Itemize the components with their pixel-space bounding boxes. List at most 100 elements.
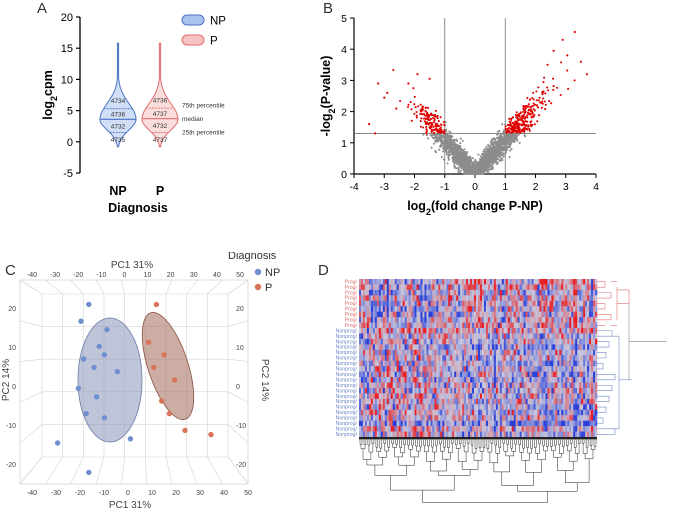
- heatmap-cell: [412, 360, 415, 367]
- point-significant: [424, 122, 428, 125]
- heatmap-cell: [398, 317, 401, 323]
- heatmap-cell: [394, 371, 397, 378]
- heatmap-cell: [364, 371, 368, 378]
- left-tick-label: -20: [6, 462, 16, 469]
- heatmap-cell: [362, 289, 366, 296]
- heatmap-cell: [583, 317, 586, 323]
- heatmap-cell: [491, 300, 495, 307]
- heatmap-cell: [468, 355, 471, 362]
- heatmap-cell: [587, 338, 590, 345]
- heatmap-cell: [523, 306, 526, 312]
- point-significant: [559, 93, 562, 97]
- heatmap-cell: [533, 328, 536, 334]
- point-nonsignificant: [496, 143, 499, 147]
- heatmap-cell: [428, 306, 431, 312]
- heatmap-cell: [420, 306, 423, 312]
- heatmap-cell: [420, 322, 423, 329]
- heatmap-cell: [587, 360, 590, 367]
- heatmap-cell: [513, 300, 516, 307]
- heatmap-cell: [571, 295, 574, 302]
- heatmap-cell: [448, 306, 451, 312]
- point-significant: [421, 113, 424, 116]
- heatmap-cell: [561, 289, 564, 296]
- point-nonsignificant: [496, 161, 499, 164]
- heatmap-cell: [569, 322, 572, 329]
- point-significant: [437, 120, 440, 123]
- heatmap-cell: [563, 289, 566, 296]
- heatmap-cell: [374, 360, 378, 367]
- heatmap-cell: [434, 338, 437, 345]
- heatmap-cell: [533, 295, 536, 302]
- heatmap-cell: [442, 366, 445, 372]
- point-significant: [433, 119, 436, 122]
- heatmap-cell: [370, 344, 374, 351]
- heatmap-cell: [487, 333, 491, 340]
- point-nonsignificant: [483, 151, 486, 154]
- heatmap-cell: [466, 300, 469, 307]
- heatmap-cell: [553, 349, 556, 356]
- top-tick-label: -10: [96, 272, 106, 279]
- point-significant: [523, 109, 526, 112]
- heatmap-cell: [591, 338, 594, 345]
- point-significant: [537, 99, 540, 102]
- heatmap-cell: [561, 371, 564, 378]
- pca-point-P: [182, 427, 188, 434]
- heatmap-cell: [374, 377, 378, 383]
- heatmap-cell: [474, 355, 477, 362]
- heatmap-cell: [462, 317, 465, 323]
- heatmap-cell: [535, 295, 538, 302]
- heatmap-cell: [360, 328, 364, 334]
- heatmap-cell: [587, 349, 590, 356]
- heatmap-cell: [595, 360, 598, 367]
- heatmap-cell: [515, 366, 518, 372]
- heatmap-cell: [533, 322, 536, 329]
- heatmap-cell: [362, 284, 366, 291]
- heatmap-cell: [581, 360, 584, 367]
- heatmap-cell: [394, 360, 397, 367]
- heatmap-cell: [456, 360, 459, 367]
- heatmap-cell: [519, 317, 522, 323]
- heatmap-cell: [499, 333, 503, 340]
- point-nonsignificant: [447, 143, 450, 146]
- heatmap-cell: [577, 355, 580, 362]
- heatmap-cell: [523, 317, 526, 323]
- point-nonsignificant: [484, 153, 487, 156]
- heatmap-cell: [527, 344, 530, 351]
- heatmap-cell: [573, 295, 576, 302]
- heatmap-cell: [368, 366, 372, 372]
- grid-line: [19, 424, 43, 444]
- heatmap-cell: [432, 306, 435, 312]
- heatmap-cell: [501, 333, 505, 340]
- heatmap-cell: [581, 300, 584, 307]
- heatmap-cell: [547, 333, 550, 340]
- heatmap-cell: [559, 317, 562, 323]
- heatmap-cell: [531, 355, 534, 362]
- heatmap-cell: [404, 366, 407, 372]
- heatmap-cell: [481, 349, 485, 356]
- heatmap-cell: [503, 344, 507, 351]
- heatmap-cell: [561, 338, 564, 345]
- point-nonsignificant: [450, 135, 453, 138]
- heatmap-cell: [559, 366, 562, 372]
- heatmap-cell: [472, 333, 475, 340]
- heatmap-cell: [547, 322, 550, 329]
- heatmap-cell: [593, 355, 596, 362]
- heatmap-cell: [545, 306, 548, 312]
- heatmap-cell: [565, 317, 568, 323]
- heatmap-cell: [533, 317, 536, 323]
- heatmap-cell: [454, 371, 457, 378]
- point-significant: [543, 76, 546, 79]
- heatmap-cell: [426, 306, 429, 312]
- heatmap-cell: [589, 306, 592, 312]
- heatmap-cell: [499, 322, 503, 329]
- heatmap-cell: [408, 289, 411, 296]
- heatmap-cell: [446, 317, 449, 323]
- heatmap-cell: [426, 289, 429, 296]
- point-nonsignificant: [501, 159, 504, 162]
- heatmap-cell: [388, 322, 392, 329]
- grid-line: [227, 456, 249, 485]
- heatmap-cell: [448, 371, 451, 378]
- heatmap-cell: [497, 295, 501, 302]
- heatmap-cell: [476, 279, 479, 285]
- heatmap-cell: [539, 360, 542, 367]
